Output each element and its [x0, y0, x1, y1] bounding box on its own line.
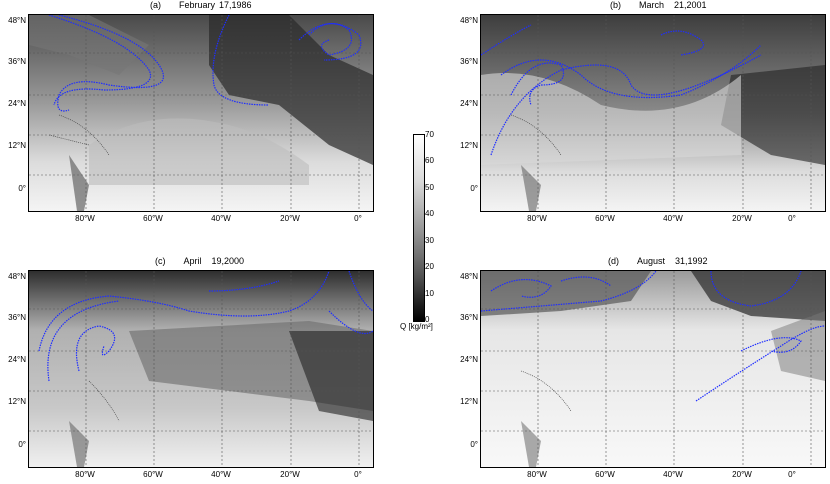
lat-label: 36°N: [8, 57, 26, 66]
lon-label: 0°: [788, 470, 796, 479]
lat-label: 12°N: [460, 397, 478, 406]
lon-label: 80°W: [75, 470, 95, 479]
lat-label: 0°: [470, 184, 478, 193]
colorbar-label: Q [kg/m²]: [400, 322, 433, 331]
lat-label: 12°N: [8, 397, 26, 406]
panel-b-map: [480, 14, 826, 212]
lat-label: 36°N: [8, 313, 26, 322]
lat-label: 48°N: [460, 16, 478, 25]
colorbar: [413, 134, 425, 322]
panel-b-title: (b) March 21,2001: [610, 0, 707, 10]
lat-label: 12°N: [460, 141, 478, 150]
lon-label: 0°: [788, 214, 796, 223]
lon-label: 20°W: [732, 470, 752, 479]
colorbar-tick: 0: [425, 315, 430, 324]
lon-label: 60°W: [595, 214, 615, 223]
lon-label: 40°W: [663, 470, 683, 479]
panel-a-title: (a) February 17,1986: [150, 0, 252, 10]
lon-label: 80°W: [527, 470, 547, 479]
colorbar-tick: 40: [425, 209, 434, 218]
lon-label: 0°: [354, 470, 362, 479]
lat-label: 36°N: [460, 57, 478, 66]
panel-a-map: [28, 14, 374, 212]
lon-label: 80°W: [527, 214, 547, 223]
lon-label: 60°W: [143, 214, 163, 223]
colorbar-tick: 60: [425, 156, 434, 165]
lat-label: 36°N: [460, 313, 478, 322]
colorbar-tick: 50: [425, 183, 434, 192]
lon-label: 80°W: [75, 214, 95, 223]
lat-label: 0°: [470, 440, 478, 449]
lat-label: 48°N: [8, 272, 26, 281]
lon-label: 40°W: [211, 470, 231, 479]
lat-label: 48°N: [8, 16, 26, 25]
colorbar-tick: 10: [425, 289, 434, 298]
lon-label: 60°W: [595, 470, 615, 479]
colorbar-tick: 70: [425, 130, 434, 139]
lat-label: 24°N: [460, 355, 478, 364]
colorbar-tick: 20: [425, 262, 434, 271]
lon-label: 60°W: [143, 470, 163, 479]
lon-label: 20°W: [280, 214, 300, 223]
lon-label: 20°W: [732, 214, 752, 223]
lat-label: 48°N: [460, 272, 478, 281]
panel-c-map: [28, 270, 374, 468]
lon-label: 20°W: [280, 470, 300, 479]
panel-d-map: [480, 270, 826, 468]
lat-label: 0°: [18, 184, 26, 193]
lat-label: 12°N: [8, 141, 26, 150]
panel-d-title: (d) August 31,1992: [608, 256, 708, 266]
lon-label: 0°: [354, 214, 362, 223]
lon-label: 40°W: [663, 214, 683, 223]
colorbar-tick: 30: [425, 236, 434, 245]
lat-label: 24°N: [8, 99, 26, 108]
lat-label: 0°: [18, 440, 26, 449]
panel-c-title: (c) April 19,2000: [155, 256, 245, 266]
lon-label: 40°W: [211, 214, 231, 223]
lat-label: 24°N: [8, 355, 26, 364]
lat-label: 24°N: [460, 99, 478, 108]
